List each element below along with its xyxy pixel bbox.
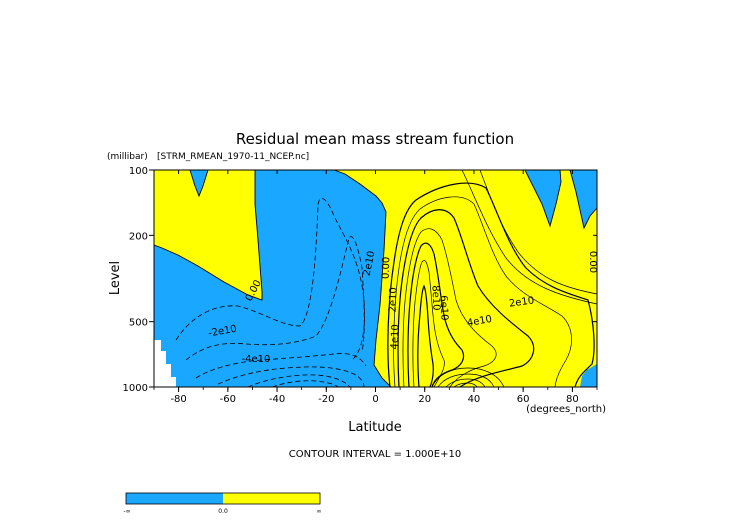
contour-pos-5e10 bbox=[402, 228, 497, 387]
missing-data-region bbox=[154, 340, 176, 387]
chart-title: Residual mean mass stream function bbox=[236, 130, 514, 148]
y-tick-label: 100 bbox=[129, 166, 148, 177]
x-tick-label: 80 bbox=[566, 394, 579, 405]
contour-pos-surface-3 bbox=[445, 378, 486, 387]
x-tick-label: -60 bbox=[220, 394, 236, 405]
contour-label: -2e10 bbox=[207, 324, 237, 340]
colorbar-label-min: -∞ bbox=[123, 508, 130, 515]
contour-zero-right-edge bbox=[569, 170, 597, 230]
zero-contours bbox=[154, 170, 597, 387]
negative-region-main bbox=[154, 170, 391, 387]
contour-neg-10e10 bbox=[247, 374, 351, 387]
contour-zero-top-left bbox=[189, 170, 209, 198]
y-axis: 100 200 500 1000 bbox=[123, 166, 597, 394]
colorbar-frame bbox=[125, 492, 321, 505]
contour-label: 2e10 bbox=[508, 295, 535, 309]
contour-label: 0.00 bbox=[381, 257, 393, 280]
plot-area: 0.00 2e10 -2e10 -4e10 0.00 2e10 4e10 6e1… bbox=[154, 170, 598, 387]
x-tick-label: 20 bbox=[418, 394, 431, 405]
contour-neg-6e10 bbox=[195, 353, 367, 379]
x-tick-label: 0 bbox=[372, 394, 378, 405]
contour-neg-4e10 bbox=[185, 236, 365, 361]
contour-zero-top-right bbox=[524, 170, 562, 228]
negative-region-top-right bbox=[525, 170, 561, 226]
colorbar-positive-swatch bbox=[223, 493, 320, 504]
x-tick-label: -80 bbox=[170, 394, 186, 405]
contour-neg-12e10 bbox=[271, 380, 339, 387]
contour-pos-7e10 bbox=[412, 260, 445, 387]
x-tick-label: 40 bbox=[468, 394, 481, 405]
chart-subtitle: [STRM_RMEAN_1970-11_NCEP.nc] bbox=[157, 152, 309, 162]
contour-pos-6e10 bbox=[407, 242, 465, 387]
contour-pos-east-upper bbox=[479, 170, 597, 295]
y-tick-label: 1000 bbox=[123, 383, 148, 394]
contour-neg-2e10 bbox=[175, 198, 365, 361]
contour-pos-4e10 bbox=[397, 209, 535, 387]
contour-pos-east-upper-2 bbox=[461, 170, 597, 305]
contour-label: -4e10 bbox=[242, 354, 271, 365]
contour-labels: 0.00 2e10 -2e10 -4e10 0.00 2e10 4e10 6e1… bbox=[207, 250, 598, 365]
negative-region-top-left bbox=[190, 170, 208, 196]
colorbar: -∞ 0.0 ∞ bbox=[123, 492, 322, 515]
x-tick-label: -40 bbox=[269, 394, 285, 405]
positive-contours bbox=[387, 170, 597, 387]
contour-neg-8e10 bbox=[217, 366, 365, 387]
x-units-label: (degrees_north) bbox=[526, 404, 606, 415]
contour-pos-3e10 bbox=[393, 196, 572, 387]
colorbar-negative-swatch bbox=[126, 493, 223, 504]
contour-label: 4e10 bbox=[466, 314, 493, 329]
x-axis: -80 -60 -40 -20 0 20 40 60 80 bbox=[153, 170, 598, 405]
x-axis-label: Latitude bbox=[348, 420, 402, 435]
contour-zero-west bbox=[154, 170, 263, 301]
x-tick-label: 60 bbox=[517, 394, 530, 405]
colorbar-label-zero: 0.0 bbox=[218, 508, 228, 515]
contour-label: 8e10 bbox=[430, 285, 442, 311]
contour-label: 2e10 bbox=[362, 250, 378, 277]
contour-label: 4e10 bbox=[390, 324, 402, 350]
negative-region-top-right-2 bbox=[570, 170, 597, 228]
contour-pos-surface-2 bbox=[437, 373, 495, 387]
contour-label: 2e10 bbox=[388, 287, 400, 313]
contour-pos-8e10 bbox=[417, 284, 434, 387]
y-units-label: (millibar) bbox=[107, 152, 148, 162]
negative-contours bbox=[175, 198, 367, 387]
y-axis-label: Level bbox=[108, 261, 123, 295]
contour-pos-surface-4 bbox=[453, 382, 478, 387]
contour-interval-text: CONTOUR INTERVAL = 1.000E+10 bbox=[289, 449, 461, 460]
contour-label: 6e10 bbox=[438, 295, 450, 321]
y-tick-label: 500 bbox=[129, 318, 148, 329]
x-tick-label: -20 bbox=[318, 394, 334, 405]
contour-pos-surface-1 bbox=[431, 367, 505, 387]
colorbar-label-max: ∞ bbox=[317, 508, 322, 515]
negative-region-surface-right bbox=[580, 364, 597, 387]
contour-label: 0.00 bbox=[587, 251, 598, 273]
y-tick-label: 200 bbox=[129, 231, 148, 242]
contour-zero-central bbox=[333, 170, 392, 387]
